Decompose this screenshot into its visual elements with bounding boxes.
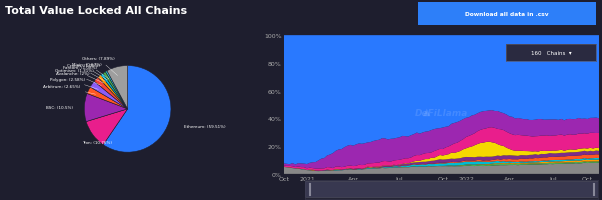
Text: Fantom: (1.08%): Fantom: (1.08%): [63, 66, 106, 82]
Wedge shape: [90, 82, 128, 109]
Text: Ethereum: (59.51%): Ethereum: (59.51%): [184, 124, 225, 128]
Text: 160   Chains  ▾: 160 Chains ▾: [530, 51, 571, 56]
Text: Optimism: (1.31%): Optimism: (1.31%): [55, 68, 104, 84]
Text: BSC: (10.5%): BSC: (10.5%): [46, 106, 73, 110]
Wedge shape: [101, 74, 128, 109]
Text: ▲: ▲: [423, 106, 431, 116]
Text: DeFiLlama: DeFiLlama: [415, 109, 468, 118]
Text: Cronos: (1.05%): Cronos: (1.05%): [66, 64, 108, 81]
Wedge shape: [98, 76, 128, 109]
Text: Download all data in .csv: Download all data in .csv: [465, 12, 549, 17]
Wedge shape: [107, 66, 128, 109]
Text: Avalanche: (2%): Avalanche: (2%): [56, 72, 101, 86]
Wedge shape: [84, 94, 128, 122]
Text: Arbitrum: (2.65%): Arbitrum: (2.65%): [43, 85, 96, 95]
Wedge shape: [87, 88, 128, 109]
Text: Total Value Locked All Chains: Total Value Locked All Chains: [5, 6, 187, 16]
Wedge shape: [86, 109, 128, 145]
Text: Others: (7.89%): Others: (7.89%): [82, 57, 117, 76]
Wedge shape: [105, 71, 128, 109]
Text: Polygon: (2.58%): Polygon: (2.58%): [50, 78, 98, 90]
Wedge shape: [95, 78, 128, 109]
FancyBboxPatch shape: [305, 182, 598, 197]
Wedge shape: [103, 66, 171, 152]
Wedge shape: [103, 72, 128, 109]
Text: Mixin: (0.67%): Mixin: (0.67%): [72, 62, 110, 80]
Text: Tron: (10.76%): Tron: (10.76%): [82, 141, 112, 145]
